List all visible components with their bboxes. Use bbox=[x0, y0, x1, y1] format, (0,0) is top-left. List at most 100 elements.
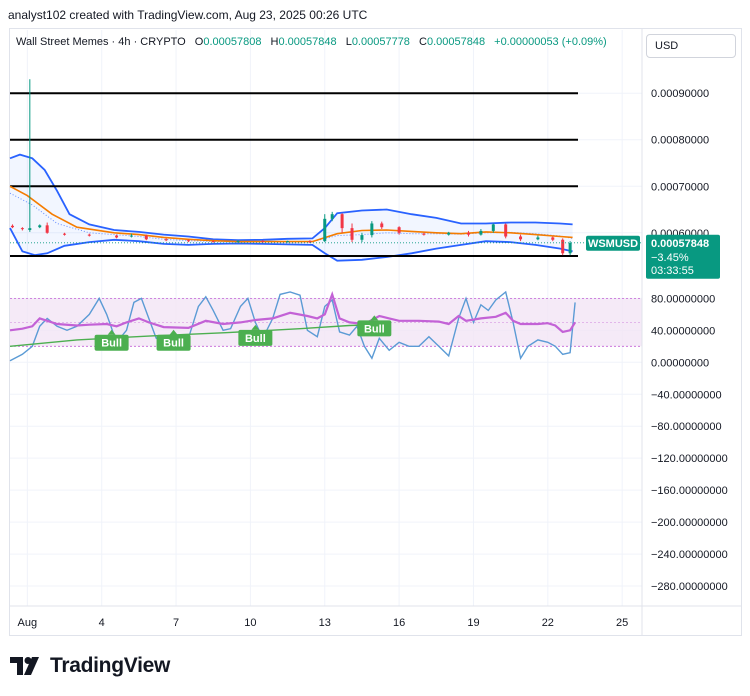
x-tick-label: 7 bbox=[173, 617, 179, 629]
candle bbox=[144, 234, 148, 241]
price-tick-label: 0.00090000 bbox=[651, 88, 709, 100]
legend-open: 0.00057808 bbox=[203, 36, 262, 48]
candle bbox=[63, 232, 67, 236]
legend-change: +0.00000053 (+0.09%) bbox=[494, 36, 607, 48]
bull-label-pointer bbox=[251, 324, 260, 330]
candle-body bbox=[164, 239, 168, 241]
chart-legend: Wall Street Memes · 4h · CRYPTO O0.00057… bbox=[16, 36, 607, 48]
oscillator-tick-label: −280.00000000 bbox=[651, 581, 728, 593]
legend-high-label: H bbox=[270, 36, 279, 48]
tradingview-logo-icon bbox=[10, 657, 39, 675]
candle-body bbox=[447, 232, 451, 235]
candle bbox=[350, 223, 354, 243]
tradingview-logo[interactable]: TradingView bbox=[10, 652, 170, 680]
oscillator-tick-label: −240.00000000 bbox=[651, 549, 728, 561]
oscillator-tick-label: 80.00000000 bbox=[651, 293, 715, 305]
candle-body bbox=[63, 233, 67, 235]
bull-label-text: Bull bbox=[364, 323, 385, 335]
candle bbox=[561, 238, 565, 256]
ticker-tag-text: WSMUSD bbox=[588, 238, 638, 250]
candle-body bbox=[350, 228, 354, 240]
candle-body bbox=[561, 239, 565, 254]
candle bbox=[186, 239, 190, 243]
x-tick-label: Aug bbox=[18, 617, 38, 629]
candle-body bbox=[323, 218, 327, 242]
candle bbox=[360, 232, 364, 243]
oscillator-tick-label: 0.00000000 bbox=[651, 357, 709, 369]
candle-body bbox=[568, 243, 572, 254]
candle bbox=[380, 221, 384, 230]
x-tick-label: 13 bbox=[319, 617, 331, 629]
bull-label-pointer bbox=[370, 315, 379, 321]
candle bbox=[286, 240, 290, 243]
price-tag: WSMUSD 0.00057848 −3.45%03:33:55 bbox=[10, 234, 720, 279]
oscillator-tick-label: −200.00000000 bbox=[651, 517, 728, 529]
candle bbox=[330, 211, 334, 222]
oscillator-tick-label: 40.00000000 bbox=[651, 325, 715, 337]
candle bbox=[45, 222, 49, 234]
bull-label-box bbox=[94, 334, 129, 351]
bull-label: Bull bbox=[357, 315, 392, 337]
rsi-ma-line bbox=[9, 324, 375, 347]
legend-close: 0.00057848 bbox=[426, 36, 486, 48]
bollinger-bands bbox=[9, 153, 573, 262]
candle bbox=[164, 238, 168, 242]
candle-body bbox=[286, 241, 290, 243]
candle-body bbox=[144, 235, 148, 240]
legend-close-label: C bbox=[419, 36, 427, 48]
price-tag-price: 0.00057848 bbox=[651, 238, 709, 250]
ticker-tag-box bbox=[586, 235, 640, 251]
candle-body bbox=[211, 241, 215, 243]
price-tick-label: 0.00070000 bbox=[651, 181, 709, 193]
candle-body bbox=[340, 214, 344, 229]
candle-body bbox=[380, 223, 384, 228]
moving-average-line bbox=[9, 185, 573, 243]
candle-body bbox=[551, 237, 555, 240]
candle-body bbox=[28, 228, 32, 230]
candle bbox=[422, 232, 426, 236]
price-tick-label: 0.00080000 bbox=[651, 135, 709, 147]
candle bbox=[519, 234, 523, 242]
candle bbox=[447, 231, 451, 236]
candle bbox=[504, 223, 508, 239]
candlesticks bbox=[10, 79, 572, 256]
price-tag-change: −3.45% bbox=[651, 252, 689, 264]
candle-body bbox=[261, 241, 265, 243]
currency-selector[interactable]: USD bbox=[646, 34, 736, 58]
axes: Aug 4 7 10 13 16 19 22 25 0.00090000 0.00080000 0.0… bbox=[10, 28, 742, 636]
oscillator-tick-label: −160.00000000 bbox=[651, 485, 728, 497]
x-tick-label: 10 bbox=[244, 617, 256, 629]
candle-body bbox=[308, 241, 312, 243]
bull-label: Bull bbox=[94, 329, 129, 351]
bull-label-text: Bull bbox=[163, 338, 184, 350]
candle bbox=[479, 229, 483, 236]
horizontal-levels bbox=[10, 92, 578, 258]
x-tick-label: 16 bbox=[393, 617, 405, 629]
candle-body bbox=[519, 236, 523, 240]
candle bbox=[551, 236, 555, 242]
candle bbox=[211, 240, 215, 243]
candle bbox=[87, 233, 91, 237]
candle-body bbox=[504, 224, 508, 237]
candle-body bbox=[360, 235, 364, 240]
candle-body bbox=[370, 223, 374, 236]
currency-label: USD bbox=[655, 40, 679, 52]
candle bbox=[397, 226, 401, 235]
candle bbox=[38, 224, 42, 229]
header-attribution: analyst102 created with TradingView.com,… bbox=[8, 8, 368, 22]
candle bbox=[491, 223, 495, 233]
bull-annotations: Bull Bull Bull Bull bbox=[94, 315, 392, 351]
candle-body bbox=[115, 235, 119, 238]
candle bbox=[370, 221, 374, 238]
candle bbox=[10, 224, 14, 229]
oscillator-tick-label: −120.00000000 bbox=[651, 453, 728, 465]
bull-label: Bull bbox=[238, 324, 273, 346]
candle bbox=[115, 234, 119, 239]
candle-body bbox=[330, 214, 334, 219]
chart-frame[interactable] bbox=[9, 28, 742, 636]
legend-low-label: L bbox=[345, 36, 352, 48]
candle bbox=[323, 214, 327, 243]
x-tick-label: 4 bbox=[99, 617, 105, 629]
candle-body bbox=[536, 237, 540, 240]
